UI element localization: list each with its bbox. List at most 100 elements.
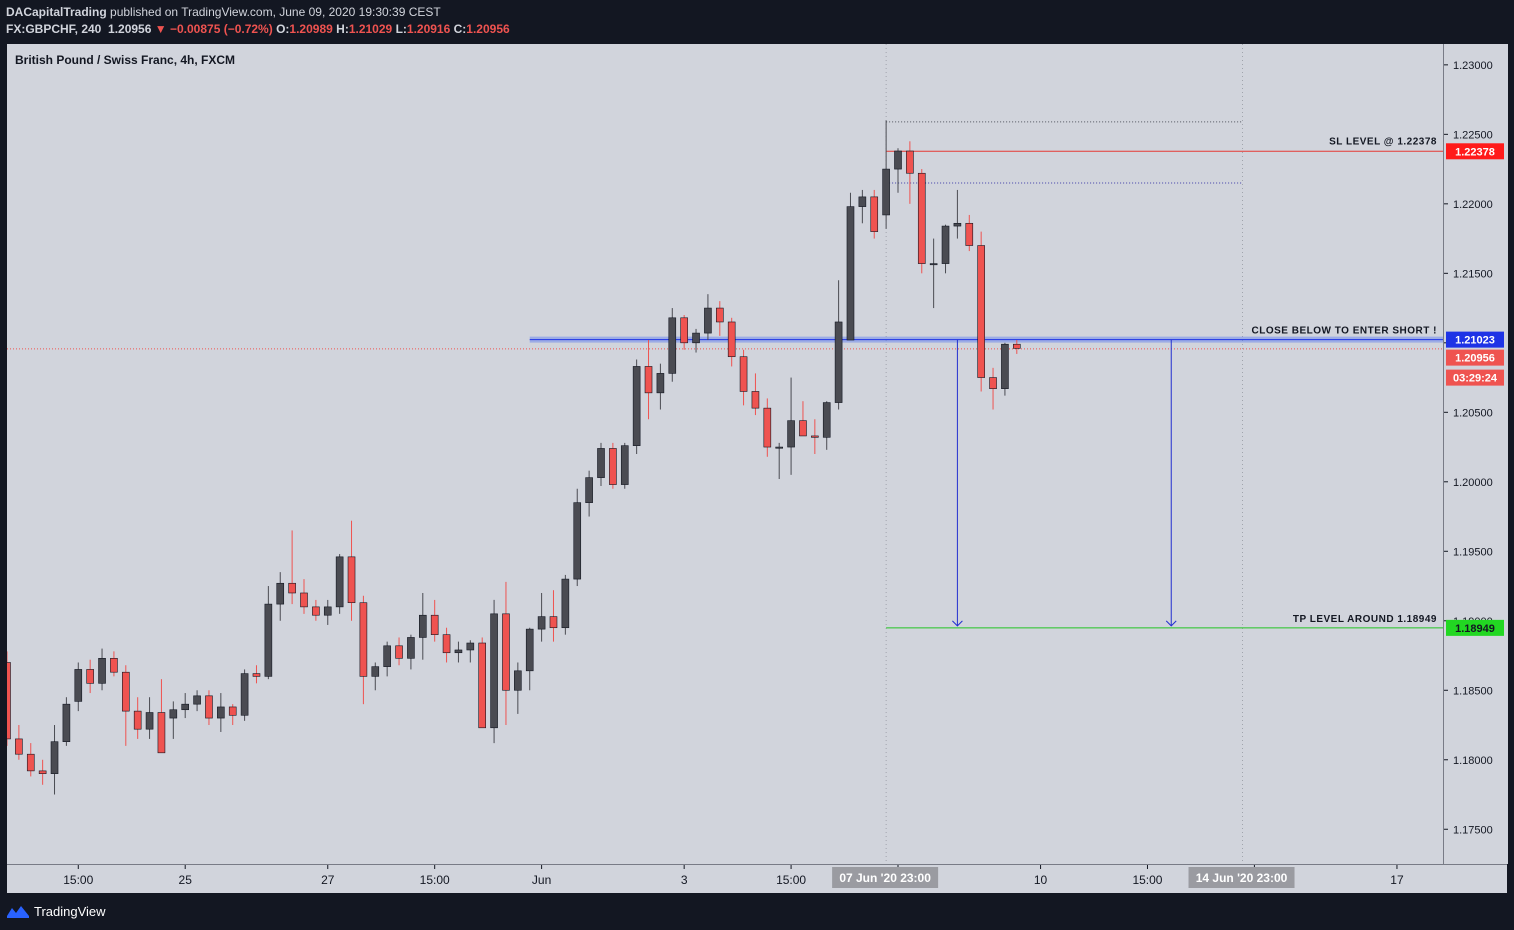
y-tick-label-6: 1.20000 bbox=[1453, 477, 1493, 489]
candle-body-27 bbox=[323, 606, 332, 616]
chart-title: British Pound / Swiss Franc, 4h, FXCM bbox=[15, 53, 236, 67]
candle-body-49 bbox=[585, 477, 593, 503]
tp-price-badge: 1.18949 bbox=[1455, 623, 1495, 635]
candle-body-80 bbox=[953, 222, 962, 227]
tradingview-logo-icon[interactable] bbox=[6, 903, 30, 919]
x-highlight-label-1: 14 Jun '20 23:00 bbox=[1196, 871, 1288, 885]
candle-body-31 bbox=[371, 666, 380, 677]
y-tick-label-7: 1.19500 bbox=[1453, 546, 1493, 558]
candle-body-43 bbox=[514, 670, 522, 691]
candle-body-45 bbox=[537, 616, 546, 630]
candle-body-2 bbox=[26, 753, 35, 772]
candle-body-69 bbox=[822, 402, 831, 438]
publish-line: DACapitalTrading published on TradingVie… bbox=[6, 5, 441, 19]
y-tick-label-9: 1.18500 bbox=[1453, 685, 1493, 697]
candle-body-81 bbox=[965, 222, 974, 246]
candle-body-60 bbox=[715, 307, 724, 323]
x-tick-label-2: 27 bbox=[321, 873, 335, 887]
candle-body-19 bbox=[228, 706, 237, 716]
target-arrow-head-0 bbox=[952, 620, 963, 627]
candle-body-38 bbox=[454, 649, 463, 654]
candle-body-65 bbox=[775, 446, 784, 449]
candle-body-79 bbox=[941, 225, 950, 264]
candle-body-75 bbox=[894, 150, 902, 170]
y-tick-label-3: 1.21500 bbox=[1453, 268, 1493, 280]
y-tick-label-1: 1.22500 bbox=[1453, 129, 1493, 141]
candle-body-70 bbox=[834, 321, 843, 403]
low-value: 1.20916 bbox=[406, 22, 451, 36]
x-highlight-bg-1 bbox=[1188, 867, 1295, 888]
candle-body-71 bbox=[846, 206, 855, 341]
candle-body-36 bbox=[430, 614, 439, 635]
entry-price-badge: 1.21023 bbox=[1455, 335, 1495, 347]
publisher-name[interactable]: DACapitalTrading bbox=[6, 5, 107, 19]
candle-body-59 bbox=[704, 307, 712, 334]
candle-body-26 bbox=[312, 606, 320, 616]
candle-body-50 bbox=[597, 448, 605, 478]
candle-body-67 bbox=[799, 420, 807, 437]
price-axis[interactable]: 1.230001.225001.220001.215001.210001.205… bbox=[1443, 44, 1508, 864]
high-label: H: bbox=[336, 22, 349, 36]
y-tick-label-10: 1.18000 bbox=[1453, 755, 1493, 767]
candle-body-58 bbox=[692, 332, 700, 344]
candle-body-34 bbox=[407, 637, 415, 659]
footer-bar: TradingView bbox=[0, 893, 1514, 930]
candle-body-62 bbox=[739, 356, 748, 392]
x-tick-label-8: 10 bbox=[1034, 873, 1048, 887]
candle-body-4 bbox=[50, 741, 59, 774]
x-tick-label-9: 15:00 bbox=[1132, 873, 1162, 887]
x-tick-label-4: Jun bbox=[532, 873, 551, 887]
candle-body-1 bbox=[15, 738, 23, 755]
last-price-badge: 1.20956 bbox=[1455, 353, 1495, 365]
candle-body-78 bbox=[929, 263, 938, 266]
candle-body-44 bbox=[525, 628, 534, 672]
candle-body-0 bbox=[7, 662, 11, 740]
symbol-label[interactable]: FX:GBPCHF, 240 bbox=[6, 22, 102, 36]
candle-body-12 bbox=[145, 712, 154, 730]
candle-body-15 bbox=[181, 703, 189, 711]
published-text: published on TradingView.com, June 09, 2… bbox=[110, 5, 441, 19]
candle-body-21 bbox=[252, 673, 261, 677]
footer-brand[interactable]: TradingView bbox=[34, 904, 106, 919]
candle-body-83 bbox=[989, 377, 997, 389]
open-label: O: bbox=[276, 22, 290, 36]
close-label: C: bbox=[453, 22, 467, 36]
candle-body-32 bbox=[383, 645, 391, 667]
low-label: L: bbox=[395, 22, 407, 36]
candle-body-55 bbox=[656, 373, 665, 394]
candle-body-37 bbox=[442, 634, 451, 654]
candle-body-72 bbox=[858, 196, 867, 207]
candle-body-82 bbox=[977, 245, 985, 378]
candle-body-13 bbox=[157, 712, 166, 754]
x-tick-label-11: 17 bbox=[1390, 873, 1404, 887]
y-tick-label-5: 1.20500 bbox=[1453, 407, 1493, 419]
x-tick-label-3: 15:00 bbox=[420, 873, 450, 887]
candle-body-53 bbox=[632, 366, 641, 446]
candle-body-14 bbox=[169, 709, 178, 719]
candle-body-73 bbox=[870, 196, 879, 232]
candle-body-63 bbox=[751, 391, 760, 409]
price-axis-svg[interactable]: 1.230001.225001.220001.215001.210001.205… bbox=[1444, 44, 1508, 864]
sl-price-badge: 1.22378 bbox=[1455, 146, 1495, 158]
x-tick-label-1: 25 bbox=[179, 873, 193, 887]
candle-body-5 bbox=[62, 703, 71, 742]
candle-body-10 bbox=[122, 671, 130, 712]
candle-body-84 bbox=[1001, 343, 1009, 389]
y-tick-label-2: 1.22000 bbox=[1453, 199, 1493, 211]
candlestick-chart[interactable]: SL LEVEL @ 1.22378 CLOSE BELOW TO ENTER S… bbox=[7, 44, 1443, 864]
candle-body-41 bbox=[490, 613, 498, 729]
close-value: 1.20956 bbox=[466, 22, 510, 36]
countdown-badge-bg bbox=[1446, 369, 1504, 386]
candle-body-57 bbox=[680, 317, 688, 344]
candle-body-20 bbox=[240, 673, 249, 716]
target-arrow-head-1 bbox=[1165, 620, 1177, 627]
candle-body-51 bbox=[609, 448, 617, 485]
candle-body-7 bbox=[86, 669, 94, 684]
y-tick-label-0: 1.23000 bbox=[1453, 60, 1493, 72]
candle-body-68 bbox=[811, 435, 819, 438]
candle-body-23 bbox=[276, 582, 285, 605]
plot-area[interactable]: SL LEVEL @ 1.22378 CLOSE BELOW TO ENTER S… bbox=[7, 44, 1443, 864]
candle-body-18 bbox=[217, 706, 225, 719]
